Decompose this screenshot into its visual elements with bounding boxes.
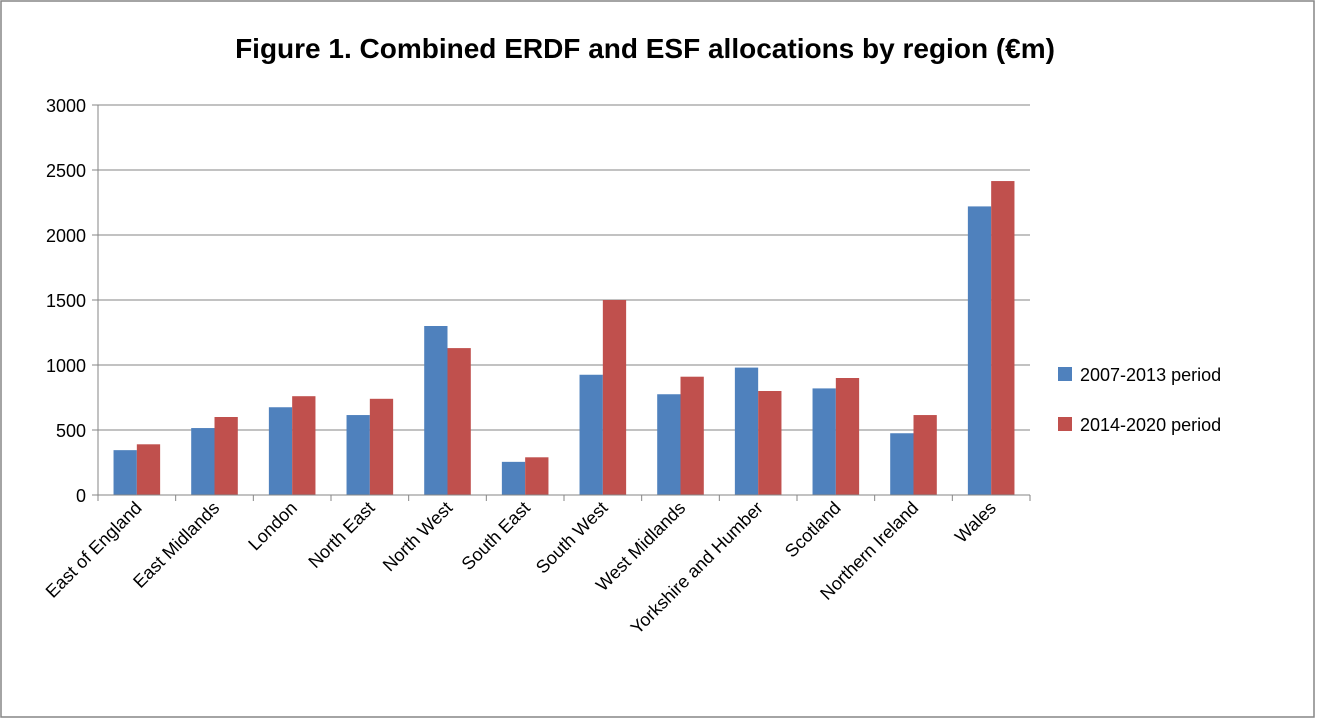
bar [913, 415, 937, 495]
y-tick-label: 500 [56, 421, 86, 441]
bar [191, 428, 215, 495]
y-tick-label: 2500 [46, 161, 86, 181]
legend-swatch [1058, 417, 1072, 431]
bar [657, 394, 681, 495]
bar [268, 407, 293, 495]
legend-label: 2007-2013 period [1080, 365, 1221, 385]
bar [369, 398, 394, 495]
bar [602, 300, 627, 495]
bar [501, 461, 526, 495]
bar [680, 376, 704, 495]
y-tick-label: 3000 [46, 96, 86, 116]
bar [758, 391, 782, 495]
chart-title: Figure 1. Combined ERDF and ESF allocati… [235, 33, 1055, 64]
bar [991, 181, 1015, 496]
bar [292, 396, 316, 495]
y-tick-label: 0 [76, 486, 86, 506]
bar [890, 433, 914, 495]
legend-swatch [1058, 367, 1072, 381]
bar [967, 206, 992, 495]
bar [424, 326, 448, 495]
bar [835, 378, 860, 495]
bar [734, 367, 759, 495]
bar [812, 388, 836, 495]
bar [447, 348, 471, 495]
bar [136, 444, 161, 495]
bar [113, 450, 137, 495]
y-tick-label: 1500 [46, 291, 86, 311]
y-tick-label: 1000 [46, 356, 86, 376]
bar [214, 417, 238, 495]
bar [346, 415, 370, 495]
legend-label: 2014-2020 period [1080, 415, 1221, 435]
y-tick-label: 2000 [46, 226, 86, 246]
bar [579, 374, 603, 495]
bar [525, 457, 549, 495]
